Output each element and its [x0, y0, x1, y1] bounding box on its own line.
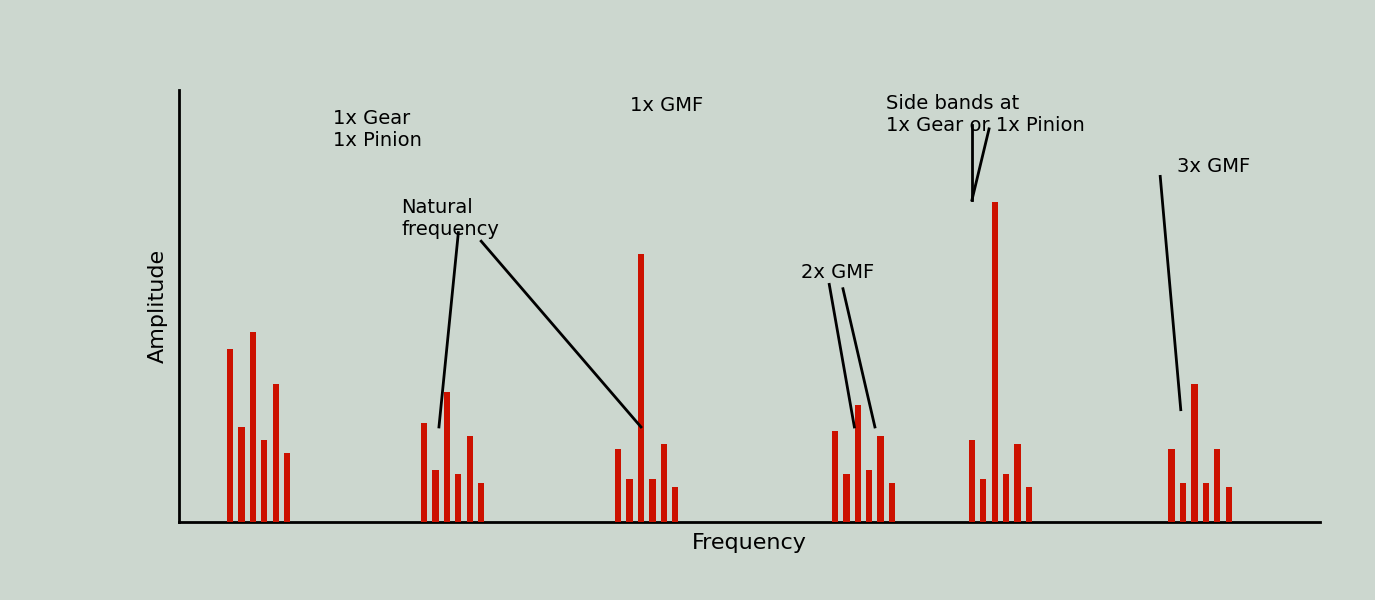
Bar [272, 384, 279, 522]
Bar [466, 436, 473, 522]
Bar [660, 444, 667, 522]
Bar [980, 479, 986, 522]
Bar [649, 479, 656, 522]
Bar [672, 487, 678, 522]
Bar [250, 332, 256, 522]
Bar [1169, 449, 1174, 522]
Bar [969, 440, 975, 522]
Bar [227, 349, 234, 522]
Bar [1026, 487, 1033, 522]
Bar [991, 202, 998, 522]
Bar [866, 470, 872, 522]
Bar [627, 479, 632, 522]
Text: 3x GMF: 3x GMF [1177, 157, 1251, 176]
Bar [478, 483, 484, 522]
Bar [832, 431, 839, 522]
Text: Side bands at
1x Gear or 1x Pinion: Side bands at 1x Gear or 1x Pinion [887, 94, 1085, 136]
Bar [615, 449, 622, 522]
Text: 2x GMF: 2x GMF [800, 263, 875, 282]
Bar [638, 254, 644, 522]
Bar [432, 470, 439, 522]
Text: 1x Gear
1x Pinion: 1x Gear 1x Pinion [333, 109, 422, 151]
Y-axis label: Amplitude: Amplitude [147, 249, 168, 363]
Bar [1203, 483, 1209, 522]
Bar [1015, 444, 1020, 522]
Bar [855, 406, 861, 522]
Bar [1214, 449, 1221, 522]
Bar [1225, 487, 1232, 522]
Text: 1x GMF: 1x GMF [630, 97, 703, 115]
Bar [421, 422, 428, 522]
Text: Natural
frequency: Natural frequency [402, 198, 499, 239]
Bar [444, 392, 450, 522]
Bar [455, 475, 462, 522]
Bar [261, 440, 268, 522]
Bar [238, 427, 245, 522]
Bar [1002, 475, 1009, 522]
Bar [843, 475, 850, 522]
Bar [1180, 483, 1187, 522]
Bar [1191, 384, 1198, 522]
Bar [285, 453, 290, 522]
X-axis label: Frequency: Frequency [692, 533, 807, 553]
Bar [888, 483, 895, 522]
Bar [877, 436, 884, 522]
